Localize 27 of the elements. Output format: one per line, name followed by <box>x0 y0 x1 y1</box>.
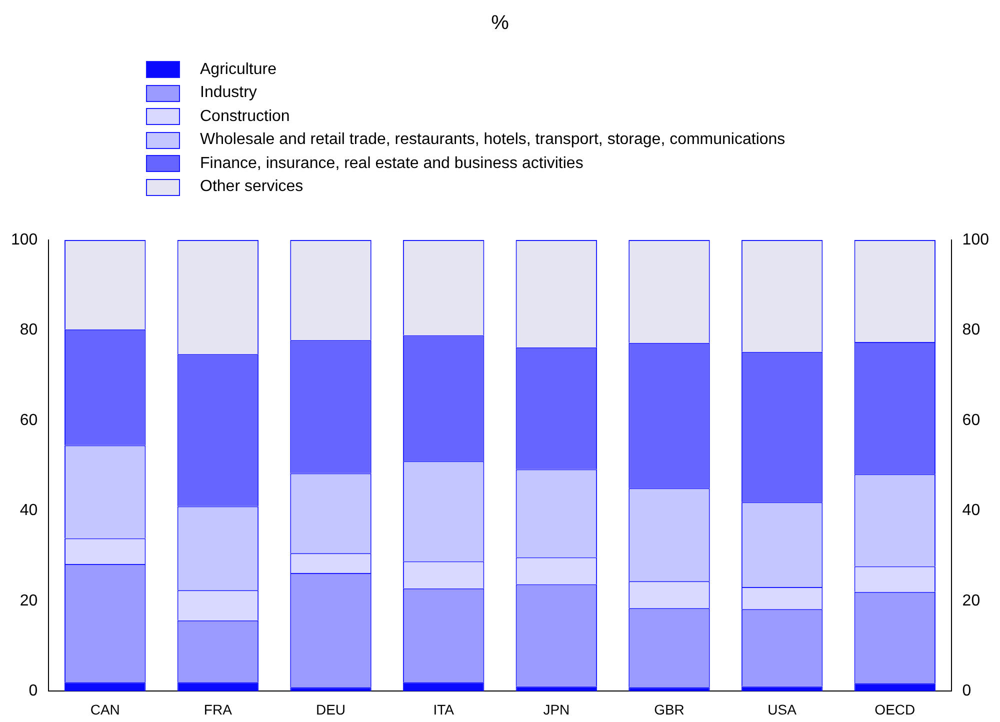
x-tick-label: DEU <box>316 701 346 718</box>
chart-title: % <box>490 12 510 35</box>
y2-tick-label: 100 <box>962 231 990 248</box>
x-tick-label: FRA <box>204 701 233 718</box>
x-tick-label: ITA <box>433 701 455 718</box>
legend-label: Construction <box>200 108 290 126</box>
y2-tick-label: 0 <box>962 682 972 700</box>
legend-label: Industry <box>200 84 257 102</box>
x-tick-label: USA <box>768 701 798 718</box>
y-tick-label: 60 <box>20 412 38 429</box>
y-tick-label: 0 <box>28 682 38 700</box>
y2-tick-label: 20 <box>962 592 980 610</box>
y2-tick-label: 80 <box>962 322 980 339</box>
y2-tick-label: 40 <box>962 502 980 520</box>
y2-tick-label: 60 <box>962 412 980 429</box>
y-tick-label: 20 <box>20 592 38 610</box>
y-tick-label: 100 <box>10 231 38 248</box>
x-tick-label: JPN <box>543 701 570 718</box>
legend-label: Wholesale and retail trade, restaurants, hotels, transport, storage, communications <box>200 131 786 150</box>
legend-label: Other services <box>200 178 304 196</box>
y-tick-label: 40 <box>20 502 38 520</box>
x-tick-label: GBR <box>654 701 684 718</box>
legend-label: Agriculture <box>200 60 276 79</box>
x-tick-label: CAN <box>90 701 120 718</box>
x-tick-label: OECD <box>874 701 916 718</box>
y-tick-label: 80 <box>20 322 38 339</box>
legend-label: Finance, insurance, real estate and business activities <box>200 154 584 173</box>
